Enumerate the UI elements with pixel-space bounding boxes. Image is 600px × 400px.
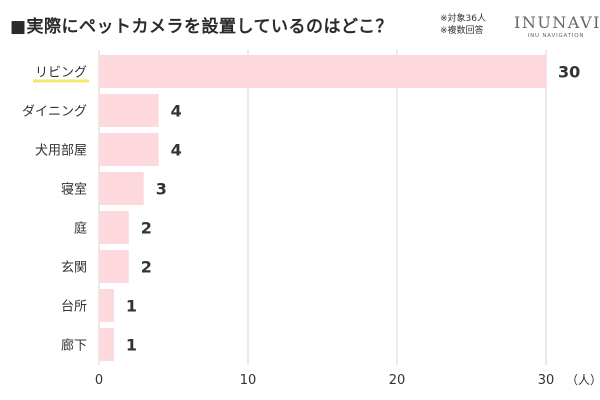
bar [99, 328, 114, 361]
x-tick-label: 20 [389, 373, 406, 388]
bar [99, 289, 114, 322]
survey-note-respondents: ※対象36人 [440, 14, 486, 24]
value-label: 4 [171, 141, 182, 160]
bar [99, 211, 129, 244]
category-label: ダイニング [22, 105, 87, 120]
value-label: 1 [126, 336, 137, 355]
category-label: 廊下 [61, 338, 87, 354]
value-label: 30 [558, 63, 580, 82]
category-highlight [32, 79, 89, 83]
value-label: 2 [141, 219, 152, 238]
bar [99, 133, 159, 166]
survey-note-multiple: ※複数回答 [440, 26, 484, 36]
value-label: 4 [171, 102, 182, 121]
bar [99, 55, 546, 88]
x-tick-label: 30 [538, 373, 555, 388]
bar [99, 250, 129, 283]
category-label: 玄関 [61, 261, 87, 276]
survey-note: ※対象36人 ※複数回答 [440, 13, 486, 37]
brand-logo-name: INUNAVI [514, 13, 600, 32]
x-axis-unit: （人） [566, 373, 600, 387]
bar [99, 94, 159, 127]
value-label: 1 [126, 297, 137, 316]
category-label: 台所 [61, 300, 87, 315]
category-label: 犬用部屋 [35, 144, 87, 159]
category-label: 寝室 [61, 182, 87, 198]
x-tick-label: 0 [95, 373, 103, 388]
category-label: リビング [35, 66, 87, 81]
chart-title: ■実際にペットカメラを設置しているのはどこ？ [10, 17, 394, 37]
brand-logo-tagline: INU NAVIGATION [527, 33, 585, 39]
x-tick-label: 10 [240, 373, 257, 388]
value-label: 2 [141, 258, 152, 277]
value-label: 3 [156, 180, 167, 199]
brand-logo: INUNAVI INU NAVIGATION [514, 13, 600, 41]
category-label: 庭 [74, 221, 87, 237]
bar [99, 172, 144, 205]
